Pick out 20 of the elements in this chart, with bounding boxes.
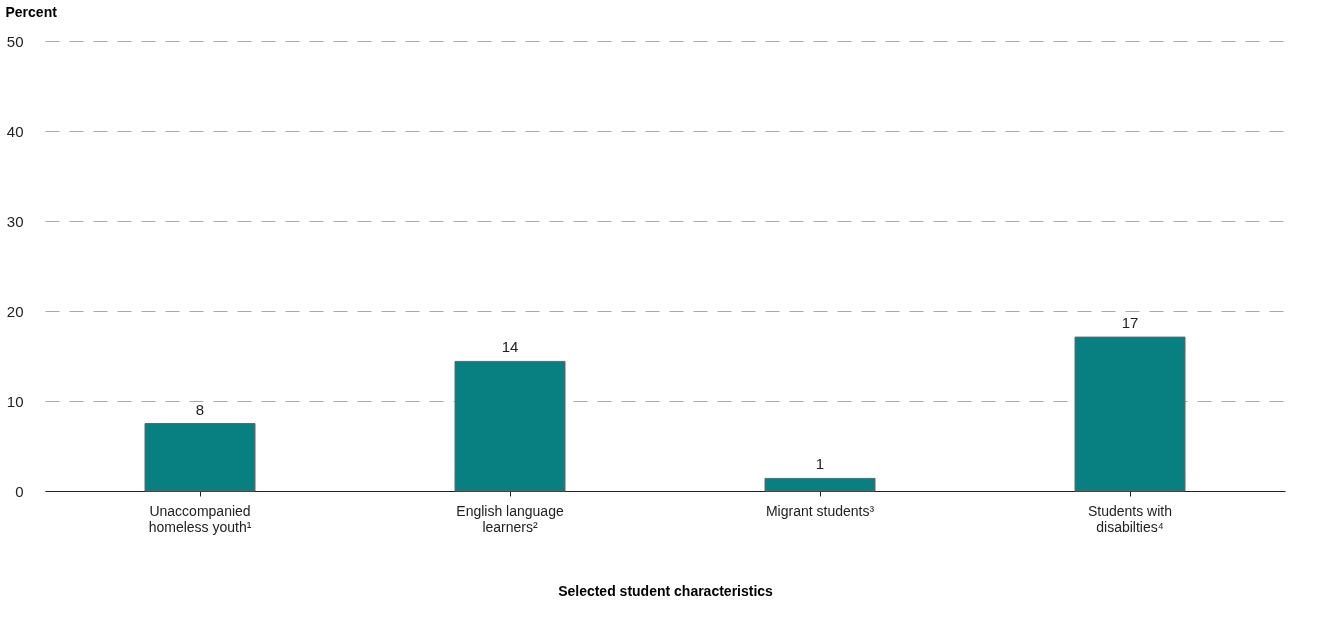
y-tick-label: 40 (6, 122, 24, 140)
data-label: 14 (501, 338, 519, 356)
x-tick-label: Migrant students³ (765, 502, 875, 519)
data-label: 8 (195, 400, 205, 418)
bar (1074, 336, 1186, 492)
bar (454, 360, 566, 492)
x-tick-label: English language learners² (456, 502, 564, 535)
data-label: 1 (815, 455, 825, 473)
y-tick-label: 50 (6, 32, 24, 50)
bar (144, 423, 256, 492)
x-tick-label: Students with disabilties⁴ (1087, 502, 1173, 535)
y-tick-label: 20 (6, 302, 24, 320)
y-tick-label: 30 (6, 212, 24, 230)
y-axis-title: Percent (5, 3, 58, 20)
x-tick-label: Unaccompanied homeless youth¹ (148, 502, 252, 535)
y-tick-label: 10 (6, 392, 24, 410)
bar (764, 477, 876, 492)
data-label: 17 (1121, 314, 1139, 332)
x-axis-title: Selected student characteristics (558, 582, 774, 599)
y-tick-label: 0 (15, 482, 24, 500)
